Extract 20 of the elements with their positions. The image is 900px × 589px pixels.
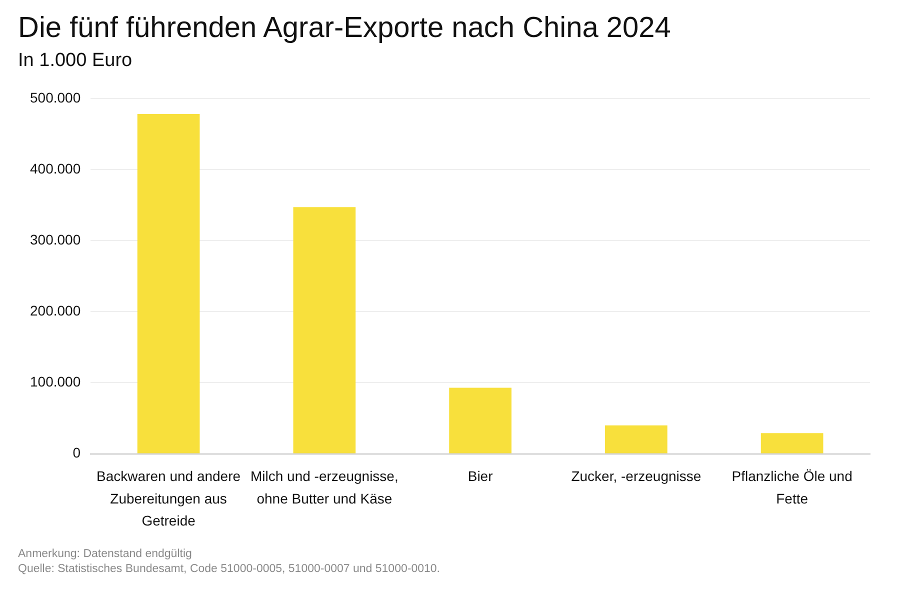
text: Anmerkung: Datenstand endgültig xyxy=(18,547,193,562)
chart-subtitle: In 1.000 Euro xyxy=(18,50,132,72)
bar xyxy=(293,207,356,454)
bar xyxy=(137,114,200,454)
x-tick-label: Backwaren und andere Zubereitungen aus Getreide xyxy=(96,468,241,529)
y-tick-label: 200.000 xyxy=(30,302,81,318)
y-tick-label: 100.000 xyxy=(30,374,81,390)
x-tick-label: Milch und -erzeugnisse, ohne Butter und Käse xyxy=(250,468,398,506)
bar xyxy=(760,433,824,454)
x-tick-label: Bier xyxy=(468,468,494,484)
x-tick-label: Pflanzliche Öle und Fette xyxy=(732,468,852,506)
chart-title: Die fünf führenden Agrar-Exporte nach China 2024 xyxy=(18,12,671,45)
bar xyxy=(605,425,668,454)
bar xyxy=(449,388,512,454)
y-tick-label: 300.000 xyxy=(30,231,81,248)
y-tick-label: 0 xyxy=(72,444,81,461)
x-tick-label: Zucker, -erzeugnisse xyxy=(571,468,702,484)
y-tick-label: 500.000 xyxy=(30,89,81,106)
y-tick-label: 400.000 xyxy=(30,160,81,176)
source-note: Quelle: Statistisches Bundesamt, Code 51000-0005, 51000-0007 und 51000-0010. xyxy=(18,562,440,577)
